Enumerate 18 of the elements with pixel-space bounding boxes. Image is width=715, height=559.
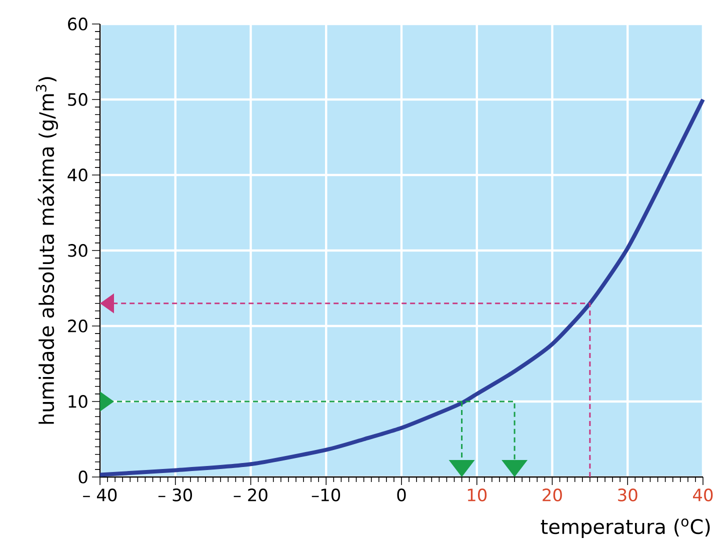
x-tick-label: – 30 — [158, 488, 192, 502]
x-tick-label: 10 — [468, 488, 487, 502]
y-tick-label: 30 — [68, 244, 88, 257]
y-tick-label: 20 — [68, 320, 88, 332]
y-tick-label: 10 — [68, 395, 88, 408]
x-tick-label: – 20 — [234, 488, 268, 502]
x-axis-title: temperatura ($^{o}$C) — [540, 518, 710, 538]
x-tick-label: 40 — [693, 488, 713, 502]
x-tick-label: –10 — [312, 488, 340, 502]
y-tick-label: 60 — [68, 18, 88, 30]
y-tick-label: 50 — [68, 93, 88, 106]
x-tick-label: – 40 — [83, 488, 117, 502]
x-tick-label: 30 — [618, 488, 638, 502]
x-tick-label: 0 — [397, 488, 406, 502]
y-axis-title: humidade absoluta máxima (g/m$^{3}$) — [36, 77, 58, 424]
y-tick-label: 40 — [68, 168, 88, 182]
y-tick-label: 0 — [78, 470, 88, 484]
x-tick-label: 20 — [542, 488, 562, 502]
